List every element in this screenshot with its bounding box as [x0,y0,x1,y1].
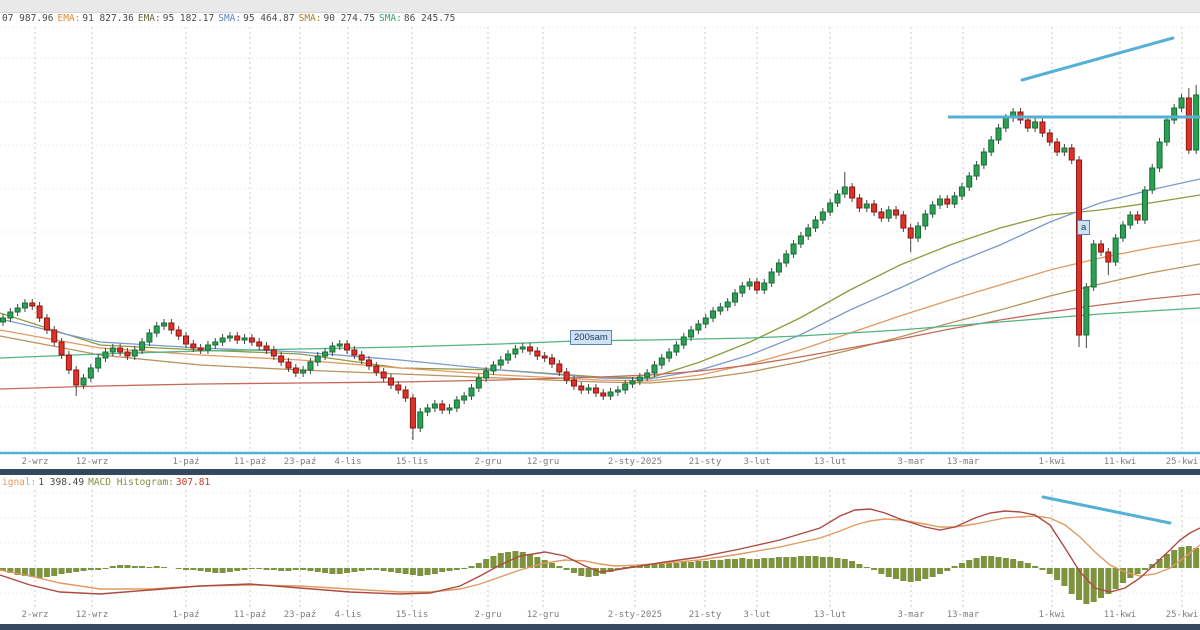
date-label: 25-kwi [1165,610,1199,620]
macd-histogram-layer [0,546,1200,604]
main-x-axis: 2-wrz 12-wrz 1-paź 11-paź 23-paź 4-lis 15-lis 2… [0,456,1200,469]
date-label: 25-kwi [1165,457,1199,467]
chart-tag-a[interactable]: a [1077,220,1091,235]
date-label: 2-gru [474,457,502,467]
date-label: 1-paź [172,457,200,467]
date-label: 11-paź [233,610,267,620]
main-gridlines [0,26,1200,455]
ma-line-sma-90274 [0,263,1200,384]
date-label: 15-lis [395,457,429,467]
macd-x-axis: 2-wrz 12-wrz 1-paź 11-paź 23-paź 4-lis 15-lis 2… [0,609,1200,622]
date-label: 12-gru [526,457,560,467]
indicator-value: 90 274.75 [323,13,375,24]
ma-line-sma-200-86245 [0,307,1200,359]
date-label: 3-lut [743,457,771,467]
indicator-label: MACD Histogram: [88,477,174,488]
ma-line-ema-95182 [0,194,1200,379]
chart-tag-200sam[interactable]: 200sam [570,330,612,345]
date-label: 2-sty-2025 [607,610,663,620]
candles-layer [0,85,1200,440]
indicator-label: EMA: [57,13,81,24]
indicator-value: 307.81 [175,477,211,488]
indicator-value: 07 987.96 [2,13,54,24]
date-label: 3-mar [897,457,925,467]
date-label: 4-lis [334,457,362,467]
date-label: 21-sty [688,610,722,620]
panel-splitter[interactable] [0,469,1200,475]
date-label: 12-wrz [75,610,109,620]
macd-values-row: ignal: 1 398.49 MACD Histogram: 307.81 [2,477,214,489]
date-label: 12-gru [526,610,560,620]
date-label: 1-kwi [1038,457,1066,467]
bottom-bar [0,624,1200,630]
macd-indicator-panel[interactable] [0,489,1200,608]
ma-line-ma-87987 [0,293,1200,390]
ma-lines-layer [0,178,1200,390]
date-label: 15-lis [395,610,429,620]
macd-main-line [0,508,1200,595]
indicator-value: 95 182.17 [162,13,215,24]
ma-line-ema-91827 [0,239,1200,382]
macd-declining-trendline[interactable] [1041,495,1172,525]
date-label: 11-kwi [1103,457,1137,467]
indicator-label: SMA: [218,13,242,24]
date-label: 11-paź [233,457,267,467]
date-label: 2-wrz [21,457,49,467]
main-price-chart[interactable] [0,26,1200,455]
date-label: 11-kwi [1103,610,1137,620]
rising-trendline[interactable] [1020,36,1175,82]
top-toolbar-strip [0,0,1200,13]
date-label: 13-lut [813,610,847,620]
indicator-value: 91 827.36 [82,13,134,24]
date-label: 3-mar [897,610,925,620]
date-label: 2-wrz [21,610,49,620]
indicator-value: 86 245.75 [403,13,456,24]
indicator-label: SMA: [378,13,402,24]
date-label: 23-paź [283,610,317,620]
date-label: 2-gru [474,610,502,620]
indicator-value: 1 398.49 [38,477,85,488]
indicator-values-row: 07 987.96 EMA: 91 827.36 EMA: 95 182.17 SMA: 9… [2,13,459,25]
indicator-value: 95 464.87 [243,13,295,24]
date-label: 23-paź [283,457,317,467]
macd-gridlines [0,490,1200,607]
date-label: 12-wrz [75,457,109,467]
date-label: 2-sty-2025 [607,457,663,467]
date-label: 3-lut [743,610,771,620]
date-label: 13-lut [813,457,847,467]
indicator-label: ignal: [2,477,37,488]
date-label: 1-kwi [1038,610,1066,620]
date-label: 4-lis [334,610,362,620]
date-label: 21-sty [688,457,722,467]
macd-signal-line [0,515,1200,593]
ma-line-sma-95464 [0,178,1200,380]
date-label: 13-mar [946,457,980,467]
date-label: 1-paź [172,610,200,620]
indicator-label: EMA: [137,13,161,24]
date-label: 13-mar [946,610,980,620]
indicator-label: SMA: [298,13,322,24]
